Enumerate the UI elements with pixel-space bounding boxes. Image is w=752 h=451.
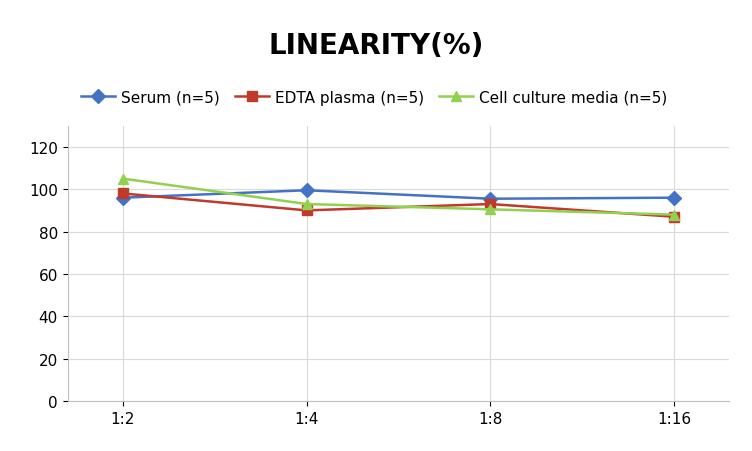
Line: Cell culture media (n=5): Cell culture media (n=5): [118, 175, 679, 220]
Cell culture media (n=5): [670, 212, 679, 218]
Serum (n=5): [486, 197, 495, 202]
EDTA plasma (n=5): [670, 215, 679, 220]
Legend: Serum (n=5), EDTA plasma (n=5), Cell culture media (n=5): Serum (n=5), EDTA plasma (n=5), Cell cul…: [75, 84, 673, 111]
Line: Serum (n=5): Serum (n=5): [118, 186, 679, 204]
Line: EDTA plasma (n=5): EDTA plasma (n=5): [118, 189, 679, 222]
Cell culture media (n=5): [118, 176, 127, 182]
Serum (n=5): [118, 196, 127, 201]
Cell culture media (n=5): [302, 202, 311, 207]
Serum (n=5): [302, 188, 311, 193]
EDTA plasma (n=5): [118, 191, 127, 197]
Text: LINEARITY(%): LINEARITY(%): [268, 32, 484, 60]
EDTA plasma (n=5): [302, 208, 311, 214]
Serum (n=5): [670, 196, 679, 201]
EDTA plasma (n=5): [486, 202, 495, 207]
Cell culture media (n=5): [486, 207, 495, 212]
